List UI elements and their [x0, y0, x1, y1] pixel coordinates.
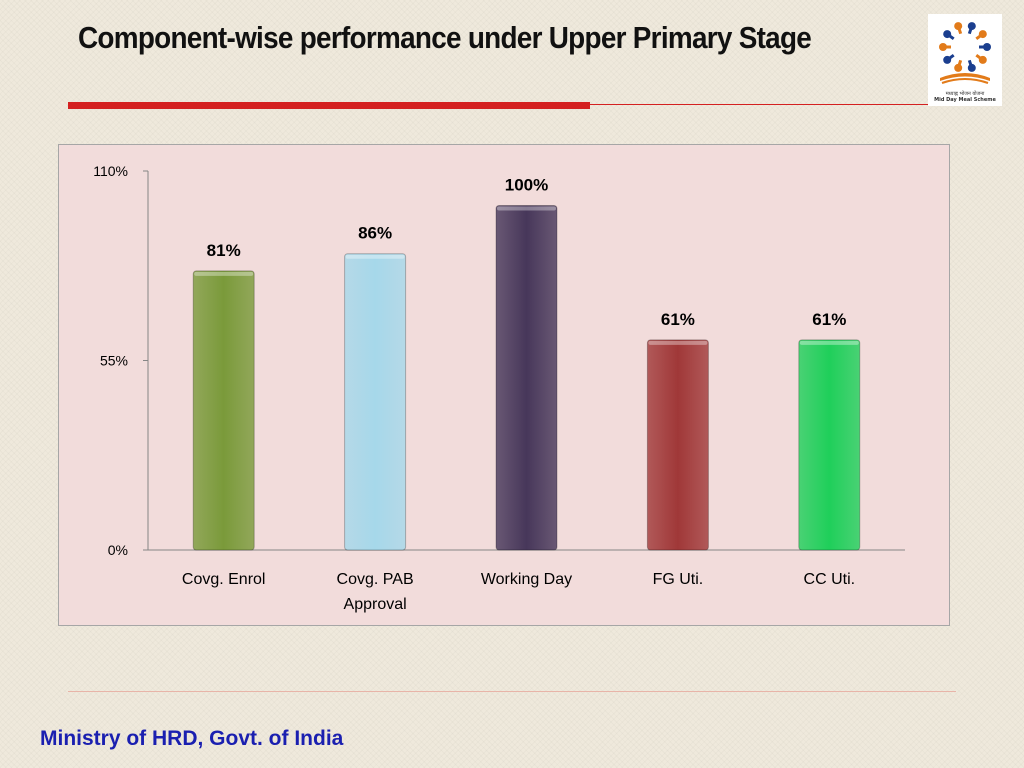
footer-divider: [68, 691, 956, 692]
y-tick-label: 0%: [108, 542, 128, 558]
title-underline-thin: [590, 104, 930, 105]
logo-english-text: Mid Day Meal Scheme: [934, 97, 996, 103]
bar: [344, 253, 407, 551]
bar-data-label: 100%: [505, 175, 548, 194]
bar-data-label: 81%: [207, 241, 241, 260]
bar-data-label: 86%: [358, 224, 392, 243]
x-tick-label: CC Uti.: [804, 571, 856, 588]
bar-chart: 0% 55% 110% 81% Covg. Enrol 86% Covg. PAB Appr…: [93, 163, 905, 613]
x-tick-label: FG Uti.: [653, 571, 704, 588]
title-underline-thick: [68, 102, 590, 109]
x-tick-label: Working Day: [481, 571, 572, 588]
mid-day-meal-logo-icon: [939, 22, 991, 84]
slide-title: Component-wise performance under Upper P…: [78, 20, 812, 55]
logo-hindi-text: मध्याह्न भोजन योजना: [945, 91, 985, 97]
x-tick-label: Approval: [344, 596, 407, 613]
bar: [798, 339, 861, 551]
bar: [646, 339, 709, 551]
x-tick-label: Covg. Enrol: [182, 571, 266, 588]
y-tick-label: 55%: [100, 353, 128, 369]
bar: [192, 270, 255, 551]
bar-data-label: 61%: [661, 310, 695, 329]
x-tick-label: Covg. PAB: [337, 571, 414, 588]
bar-data-label: 61%: [812, 310, 846, 329]
bar-highlight: [497, 206, 556, 211]
bar-highlight: [799, 340, 859, 345]
bar: [495, 204, 558, 551]
y-tick-label: 110%: [93, 163, 128, 179]
bar-highlight: [194, 271, 254, 276]
mid-day-meal-logo: मध्याह्न भोजन योजना Mid Day Meal Scheme: [928, 14, 1002, 106]
footer-text: Ministry of HRD, Govt. of India: [40, 727, 344, 750]
bar-highlight: [648, 340, 708, 345]
bar-highlight: [345, 254, 405, 259]
chart-panel: 0% 55% 110% 81% Covg. Enrol 86% Covg. PAB Appr…: [58, 144, 950, 626]
